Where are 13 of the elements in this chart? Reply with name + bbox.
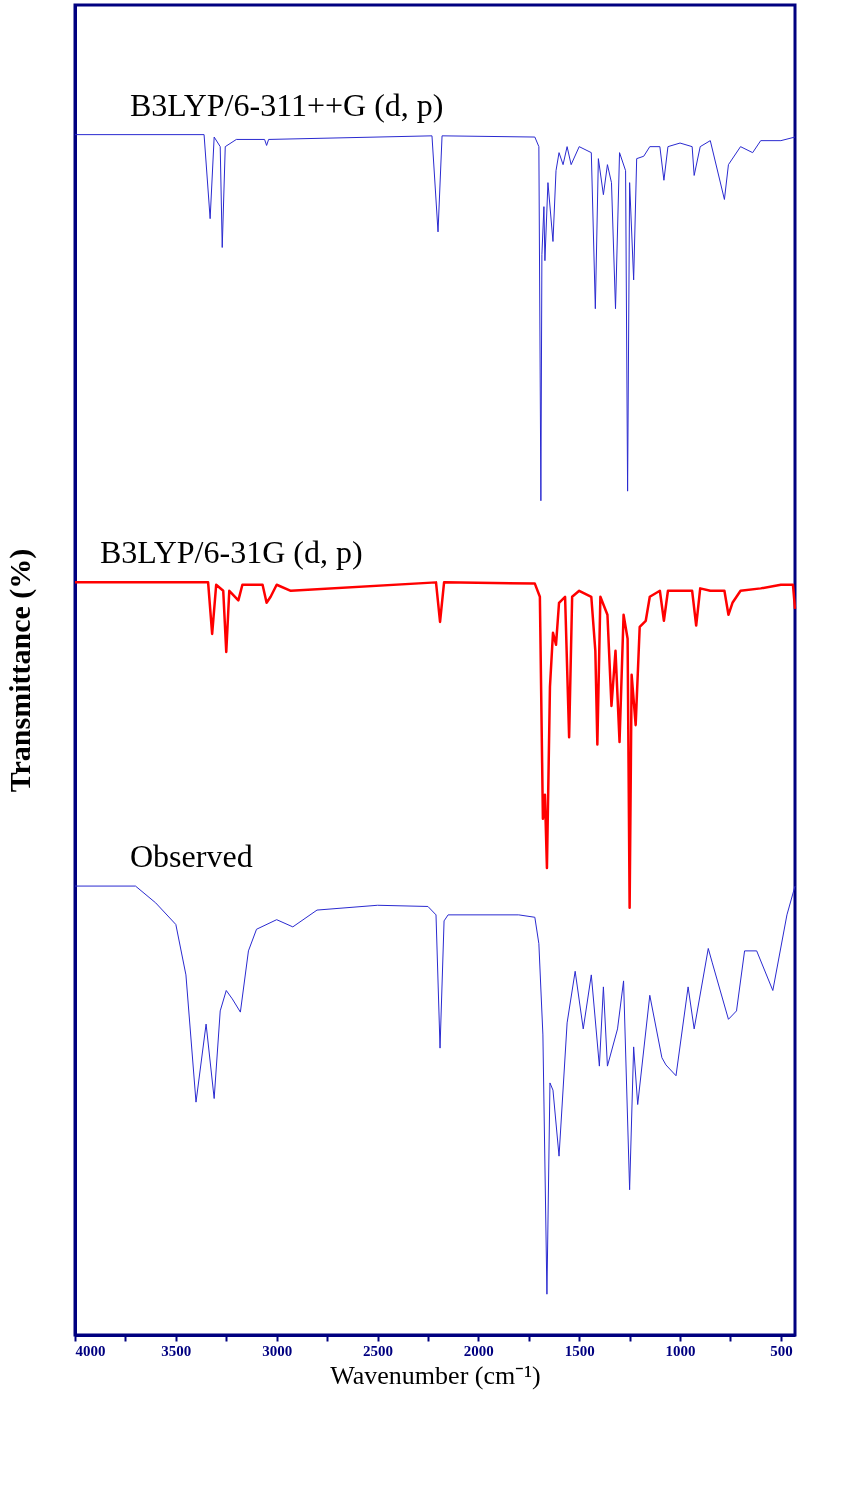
x-tick-label: 500 bbox=[770, 1342, 793, 1359]
x-tick-label: 3500 bbox=[161, 1342, 192, 1359]
series-label: B3LYP/6-31G (d, p) bbox=[100, 534, 363, 571]
y-axis-title: Transmittance (%) bbox=[2, 548, 37, 793]
x-tick-label: 3000 bbox=[262, 1342, 293, 1359]
x-axis-title: Wavenumber (cm⁻¹) bbox=[330, 1360, 541, 1390]
x-tick-label: 1000 bbox=[665, 1342, 696, 1359]
x-tick-label: 2000 bbox=[463, 1342, 494, 1359]
series-label: B3LYP/6-311++G (d, p) bbox=[130, 86, 444, 123]
x-tick-label: 4000 bbox=[75, 1342, 106, 1359]
series-label: Observed bbox=[130, 838, 253, 875]
x-tick-label: 1500 bbox=[564, 1342, 595, 1359]
x-tick-label: 2500 bbox=[363, 1342, 394, 1359]
